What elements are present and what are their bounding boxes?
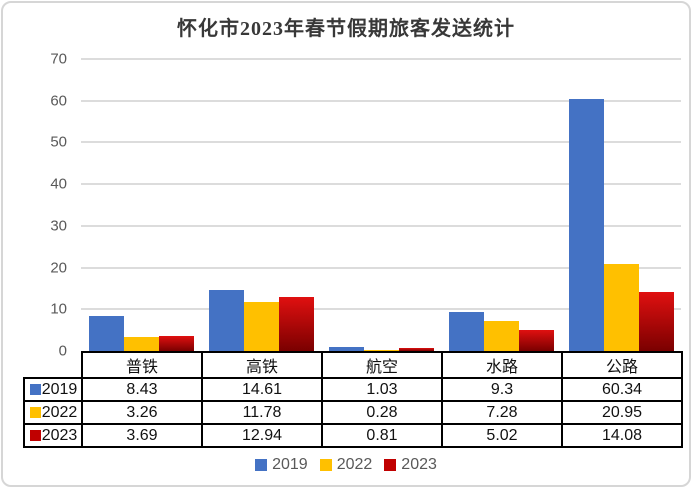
table-cell: 3.26 [81,400,203,425]
bar-group-公路 [561,59,681,351]
y-tick-label: 50 [50,133,67,151]
y-tick-label: 40 [50,175,67,193]
bar-2023-水路 [518,330,554,351]
bar-2023-普铁 [158,335,194,351]
gridline [81,141,681,144]
bar-group-高铁 [201,59,321,351]
series-color-swatch-icon [29,383,41,395]
table-cell: 7.28 [441,400,563,425]
legend: 2019 2022 2023 [3,456,689,474]
table-cell: 0.81 [321,423,443,448]
legend-label: 2022 [336,456,373,473]
table-cell: 14.61 [201,377,323,402]
bar-2023-航空 [398,347,434,351]
table-row: 2022 3.26 11.78 0.28 7.28 20.95 [23,400,683,425]
gridline [81,58,681,60]
data-table: 普铁 高铁 航空 水路 公路 2019 8.43 14.61 1.03 9.3 60.34 2022… [23,351,683,448]
legend-item-2019: 2019 [255,456,308,474]
table-cell: 5.02 [441,423,563,448]
bar-group-航空 [321,59,441,351]
table-cell: 11.78 [201,400,323,425]
bar-2022-航空 [363,349,399,351]
y-tick-label: 60 [50,92,67,110]
bar-groups [81,59,681,351]
y-axis-labels: 0 10 20 30 40 50 60 70 [3,51,71,360]
bar-2019-公路 [568,99,604,351]
data-table-header: 普铁 高铁 航空 水路 公路 [24,351,683,379]
table-cell: 60.34 [561,377,683,402]
legend-color-swatch-icon [384,459,397,471]
bar-2022-高铁 [243,301,279,351]
legend-label: 2023 [401,456,437,473]
table-row-header: 2019 [23,377,83,402]
table-cell: 8.43 [81,377,203,402]
table-row-header: 2023 [23,423,83,448]
legend-color-swatch-icon [319,459,332,471]
gridline [81,183,681,186]
bar-group-普铁 [81,59,201,351]
gridline [81,308,681,311]
table-cell: 20.95 [561,400,683,425]
y-tick-label: 30 [50,217,67,235]
table-row: 2019 8.43 14.61 1.03 9.3 60.34 [23,377,683,402]
bar-2019-航空 [328,346,364,351]
bar-2022-公路 [603,263,639,351]
table-cell: 14.08 [561,423,683,448]
y-tick-label: 10 [50,300,67,318]
table-cell: 1.03 [321,377,443,402]
legend-color-swatch-icon [255,459,268,471]
table-cell: 9.3 [441,377,563,402]
legend-item-2023: 2023 [384,456,437,474]
bar-group-水路 [441,59,561,351]
table-col-header: 公路 [561,351,683,379]
table-cell: 12.94 [201,423,323,448]
data-table-body: 2019 8.43 14.61 1.03 9.3 60.34 2022 3.26 11.78 0.… [23,377,683,448]
table-col-header: 高铁 [201,351,323,379]
bar-2022-水路 [483,320,519,351]
plot-area [81,58,681,351]
gridlines [81,58,681,351]
bar-2019-普铁 [88,315,124,351]
table-cell: 0.28 [321,400,443,425]
y-tick-label: 0 [58,342,67,360]
table-col-header: 水路 [441,351,563,379]
bar-2022-普铁 [123,337,159,351]
bar-2019-水路 [448,312,484,351]
chart-title: 怀化市2023年春节假期旅客发送统计 [177,18,515,40]
table-row-header: 2022 [23,400,83,425]
gridline [81,266,681,269]
table-corner-cell [24,352,82,378]
bar-2023-公路 [638,292,674,351]
gridline [81,224,681,227]
legend-item-2022: 2022 [319,456,373,474]
table-row: 2023 3.69 12.94 0.81 5.02 14.08 [23,423,683,448]
table-cell: 3.69 [81,423,203,448]
series-color-swatch-icon [29,406,41,418]
legend-label: 2019 [272,456,308,473]
table-col-header: 航空 [321,351,443,379]
bar-2023-高铁 [278,297,314,351]
y-tick-label: 20 [50,259,67,277]
table-col-header: 普铁 [81,351,203,379]
gridline [81,99,681,102]
y-tick-label: 70 [50,50,67,68]
bar-2019-高铁 [208,290,244,351]
series-color-swatch-icon [29,429,41,441]
